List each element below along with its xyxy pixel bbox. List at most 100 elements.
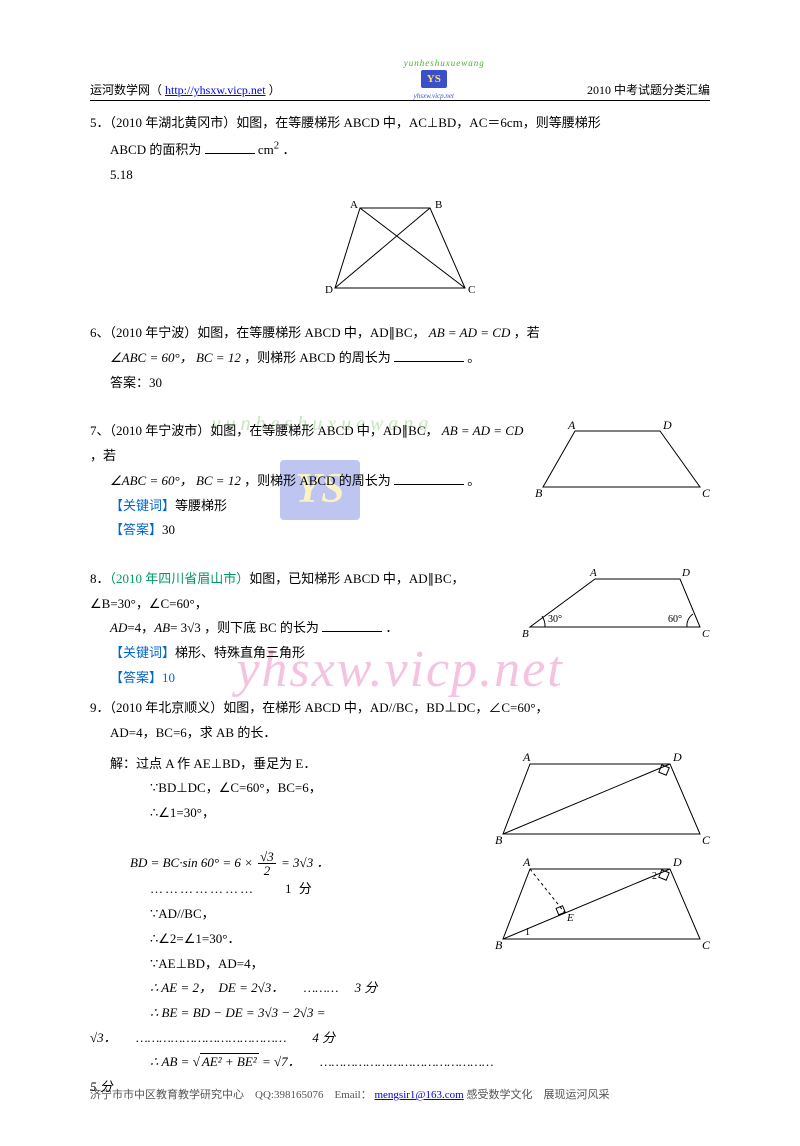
- svg-text:A: A: [350, 199, 358, 211]
- p8-kw-label: 【关键词】: [110, 645, 175, 660]
- p7-line1: 7、（2010 年宁波市）如图，在等腰梯形 ABCD 中，AD∥BC，: [90, 423, 439, 438]
- site-label: 运河数学网（: [90, 83, 165, 97]
- p9-figures: A D B C A D B C E 1 2: [495, 752, 710, 1106]
- svg-text:B: B: [435, 199, 442, 211]
- svg-text:A: A: [589, 567, 597, 579]
- p9-pts5: ． ……………………………………… 5 分: [90, 1054, 520, 1094]
- problem-5: 5．（2010 年湖北黄冈市）如图，在等腰梯形 ABCD 中，AC⊥BD，AC＝…: [90, 111, 710, 187]
- problem-7: 7、（2010 年宁波市）如图，在等腰梯形 ABCD 中，AD∥BC， AB =…: [90, 419, 535, 542]
- p9-s7: ∴ AE = 2， DE = 2√3． ……… 3 分: [90, 980, 377, 995]
- svg-text:E: E: [566, 912, 574, 924]
- p7-kw-label: 【关键词】: [110, 498, 175, 513]
- p6-l2c: ，则梯形 ABCD 的周长为: [244, 350, 391, 365]
- svg-text:C: C: [702, 628, 710, 640]
- p8-l2c: ．: [385, 620, 398, 635]
- p8-ans: 10: [162, 670, 175, 685]
- p8-kw: 梯形、特殊直角三角形: [175, 645, 305, 660]
- p9-line2: AD=4，BC=6，求 AB 的长．: [90, 725, 276, 740]
- p9-s1: ∵BD⊥DC，∠C=60°，BC=6，: [90, 780, 322, 795]
- svg-text:2: 2: [652, 871, 657, 882]
- header-left: 运河数学网（ http://yhsxw.vicp.net ）: [90, 81, 281, 98]
- svg-text:B: B: [522, 628, 529, 640]
- p9-s3: BD = BC·sin 60° = 6 × √32 = 3√3 ．: [90, 855, 329, 870]
- problem-9-solution: 解：过点 A 作 AE⊥BD，垂足为 E． ∵BD⊥DC，∠C=60°，BC=6…: [90, 752, 495, 1100]
- p9-s8: ∴ BE = BD − DE = 3√3 − 2√3 = √3． ……………………: [90, 1005, 335, 1045]
- svg-text:B: B: [495, 833, 503, 847]
- problem-9-solution-row: 解：过点 A 作 AE⊥BD，垂足为 E． ∵BD⊥DC，∠C=60°，BC=6…: [90, 752, 710, 1106]
- p9-s4: ∵AD//BC，: [90, 906, 215, 921]
- p9-solhead: 解：过点 A 作 AE⊥BD，垂足为 E．: [90, 756, 316, 771]
- p6-line1: 6、（2010 年宁波）如图，在等腰梯形 ABCD 中，AD∥BC，: [90, 325, 426, 340]
- p7-kw: 等腰梯形: [175, 498, 227, 513]
- p9-s2: ∴∠1=30°，: [90, 805, 215, 820]
- p9-figure2: A D B C E 1 2: [495, 857, 710, 957]
- problem-9: 9．（2010 年北京顺义）如图，在梯形 ABCD 中，AD//BC，BD⊥DC…: [90, 696, 710, 745]
- header-logo: yunheshuxuewang YS yhsxw.vicp.net: [404, 60, 464, 100]
- p7-l2a: ∠ABC = 60°，: [110, 473, 193, 488]
- p5-figure: A B C D: [90, 193, 710, 303]
- p5-answer: 5.18: [90, 167, 133, 182]
- p5-sup: 2: [274, 140, 279, 152]
- p8-figure: A D B C 30° 60°: [520, 567, 710, 696]
- p6-l2b: BC = 12: [196, 350, 241, 365]
- p9-figure1: A D B C: [495, 752, 710, 852]
- svg-text:D: D: [662, 418, 672, 432]
- svg-text:D: D: [672, 855, 682, 869]
- p8-source: （2010 年四川省眉山市）: [110, 571, 250, 586]
- p5-line1: 5．（2010 年湖北黄冈市）如图，在等腰梯形 ABCD 中，AC⊥BD，AC＝…: [90, 115, 601, 130]
- p6-tail1: ，若: [514, 325, 540, 340]
- logo-arc: yunheshuxuewang: [404, 58, 464, 68]
- answer-blank: [322, 631, 382, 632]
- p9-pts1: ………………… 1 分: [90, 881, 314, 896]
- answer-blank: [205, 153, 255, 154]
- p7-ans-label: 【答案】: [110, 522, 162, 537]
- p6-answer: 答案：30: [90, 375, 162, 390]
- p7-l2c: ，则梯形 ABCD 的周长为: [244, 473, 391, 488]
- p9-s6: ∵AE⊥BD，AD=4，: [90, 956, 264, 971]
- p6-l2a: ∠ABC = 60°，: [110, 350, 193, 365]
- logo-box: YS: [421, 70, 447, 88]
- problem-6: 6、（2010 年宁波）如图，在等腰梯形 ABCD 中，AD∥BC， AB = …: [90, 321, 710, 395]
- p8-l2b: ，则下底 BC 的长为: [204, 620, 322, 635]
- p7-tail1: ，若: [90, 448, 116, 463]
- p9-line1: 9．（2010 年北京顺义）如图，在梯形 ABCD 中，AD//BC，BD⊥DC…: [90, 700, 549, 715]
- answer-blank: [394, 361, 464, 362]
- p9-s5: ∴∠2=∠1=30°．: [90, 931, 240, 946]
- answer-blank: [394, 484, 464, 485]
- site-label-close: ）: [269, 83, 281, 97]
- p5-unit: cm: [258, 142, 274, 157]
- p8-num: 8．: [90, 571, 110, 586]
- header-right: 2010 中考试题分类汇编: [587, 81, 710, 98]
- p8-ans-label: 【答案】: [110, 670, 162, 685]
- logo-sub: yhsxw.vicp.net: [404, 92, 464, 100]
- p9-pts4: ． ………………………………… 4 分: [104, 1030, 336, 1045]
- svg-text:B: B: [535, 486, 543, 500]
- p6-l2d: 。: [467, 350, 480, 365]
- problem-8-row: 8．（2010 年四川省眉山市）如图，已知梯形 ABCD 中，AD∥BC，∠B=…: [90, 567, 710, 696]
- p7-l2d: 。: [467, 473, 480, 488]
- svg-text:A: A: [522, 855, 531, 869]
- svg-text:D: D: [672, 750, 682, 764]
- p7-ans: 30: [162, 522, 175, 537]
- p9-s9: ∴ AB = √AE² + BE² = √7． ……………………………………… …: [90, 1054, 520, 1094]
- svg-text:C: C: [468, 284, 475, 296]
- p7-l2b: BC = 12: [196, 473, 241, 488]
- svg-text:B: B: [495, 938, 503, 952]
- page-header: 运河数学网（ http://yhsxw.vicp.net ） yunheshux…: [90, 60, 710, 101]
- svg-text:A: A: [522, 750, 531, 764]
- problem-7-row: 7、（2010 年宁波市）如图，在等腰梯形 ABCD 中，AD∥BC， AB =…: [90, 419, 710, 548]
- p5-line2: ABCD 的面积为: [110, 142, 201, 157]
- svg-text:D: D: [681, 567, 690, 579]
- site-link[interactable]: http://yhsxw.vicp.net: [165, 83, 266, 97]
- svg-text:1: 1: [525, 927, 530, 938]
- p7-figure: A D B C: [535, 419, 710, 548]
- svg-text:30°: 30°: [548, 614, 562, 625]
- svg-text:A: A: [567, 418, 576, 432]
- svg-text:C: C: [702, 938, 711, 952]
- svg-text:60°: 60°: [668, 614, 682, 625]
- problem-8: 8．（2010 年四川省眉山市）如图，已知梯形 ABCD 中，AD∥BC，∠B=…: [90, 567, 520, 690]
- svg-text:C: C: [702, 486, 711, 500]
- p7-eq1: AB = AD = CD: [442, 423, 524, 438]
- svg-text:D: D: [325, 284, 333, 296]
- p9-pts3: ． ……… 3 分: [271, 980, 377, 995]
